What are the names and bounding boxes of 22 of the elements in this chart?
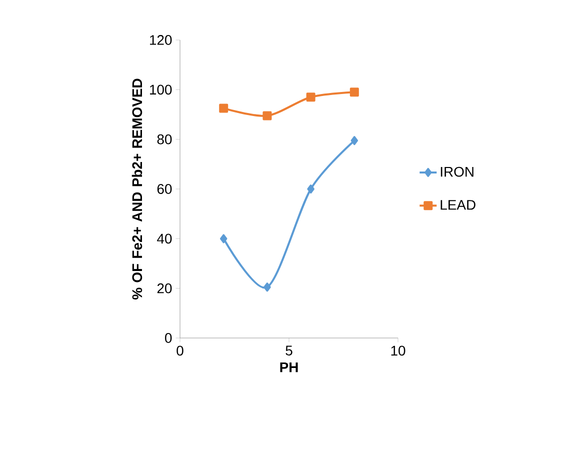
y-tick-label: 120	[150, 35, 172, 45]
point	[307, 184, 314, 194]
y-axis-title: % OF Fe2+ AND Pb2+ REMOVED	[132, 78, 142, 300]
point	[306, 92, 316, 102]
x-tick-label: 0	[176, 346, 184, 356]
point	[219, 104, 228, 113]
x-tick-label: 5	[286, 346, 292, 356]
y-tick-label: 60	[157, 184, 172, 194]
y-tick-label: 40	[157, 234, 172, 244]
point	[350, 136, 358, 146]
point	[220, 234, 228, 244]
y-tick-label: 80	[157, 134, 172, 144]
y-tick-label: 100	[150, 84, 172, 95]
legend-label: IRON	[440, 166, 474, 177]
x-axis-title: PH	[280, 362, 298, 372]
y-tick-label: 20	[157, 283, 172, 294]
y-tick-label: 0	[165, 333, 172, 343]
legend-label: LEAD	[440, 200, 476, 210]
point	[264, 282, 271, 292]
point	[350, 88, 359, 97]
point	[262, 111, 272, 120]
x-tick-label: 10	[391, 346, 406, 356]
